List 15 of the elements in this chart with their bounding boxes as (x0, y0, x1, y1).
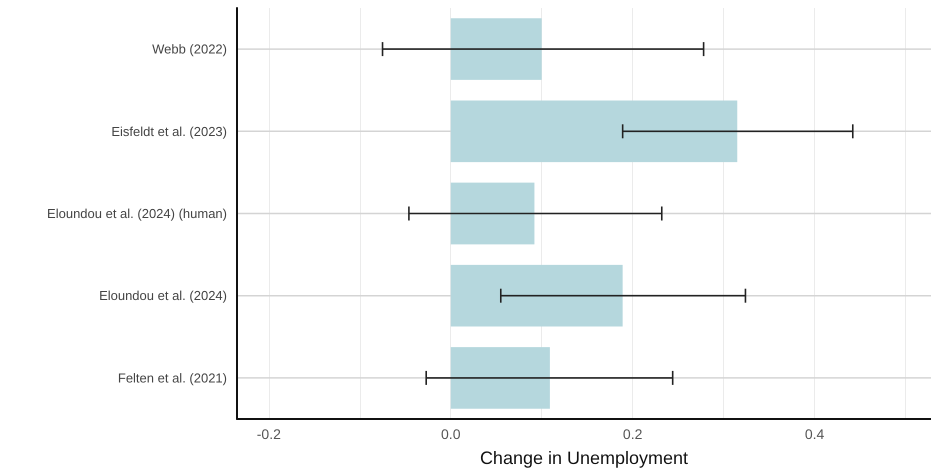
y-tick-label: Eloundou et al. (2024) (human) (47, 206, 227, 221)
y-tick-label: Felten et al. (2021) (118, 370, 227, 386)
x-tick-label: 0.0 (441, 426, 461, 442)
y-tick-label: Webb (2022) (152, 42, 227, 57)
y-tick-label: Eloundou et al. (2024) (99, 288, 227, 304)
bar (450, 18, 542, 80)
bar (450, 264, 623, 327)
y-tick-label: Eisfeldt et al. (2023) (111, 124, 227, 139)
bar (450, 100, 738, 162)
x-tick-label: 0.2 (622, 426, 643, 442)
bar (450, 182, 534, 244)
bar (450, 347, 550, 409)
x-tick-label: -0.2 (256, 426, 282, 442)
x-axis-title: Change in Unemployment (480, 448, 688, 468)
x-tick-label: 0.4 (804, 426, 825, 442)
